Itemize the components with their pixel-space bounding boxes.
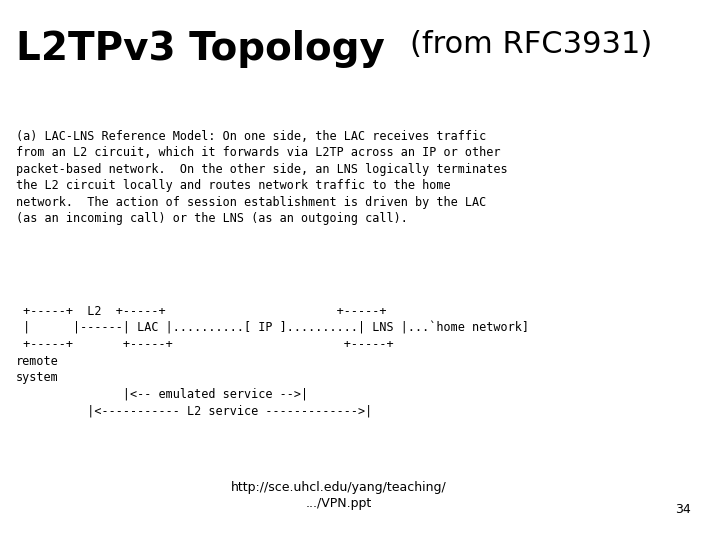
Text: 34: 34 xyxy=(675,503,691,516)
Text: http://sce.uhcl.edu/yang/teaching/
.../VPN.ppt: http://sce.uhcl.edu/yang/teaching/ .../V… xyxy=(230,481,446,510)
Text: +-----+  L2  +-----+                        +-----+
 |      |------| LAC |......: +-----+ L2 +-----+ +-----+ | |------| LA… xyxy=(16,305,528,417)
Text: (from RFC3931): (from RFC3931) xyxy=(410,30,652,59)
Text: L2TPv3 Topology: L2TPv3 Topology xyxy=(16,30,384,68)
Text: (a) LAC-LNS Reference Model: On one side, the LAC receives traffic
from an L2 ci: (a) LAC-LNS Reference Model: On one side… xyxy=(16,130,508,225)
